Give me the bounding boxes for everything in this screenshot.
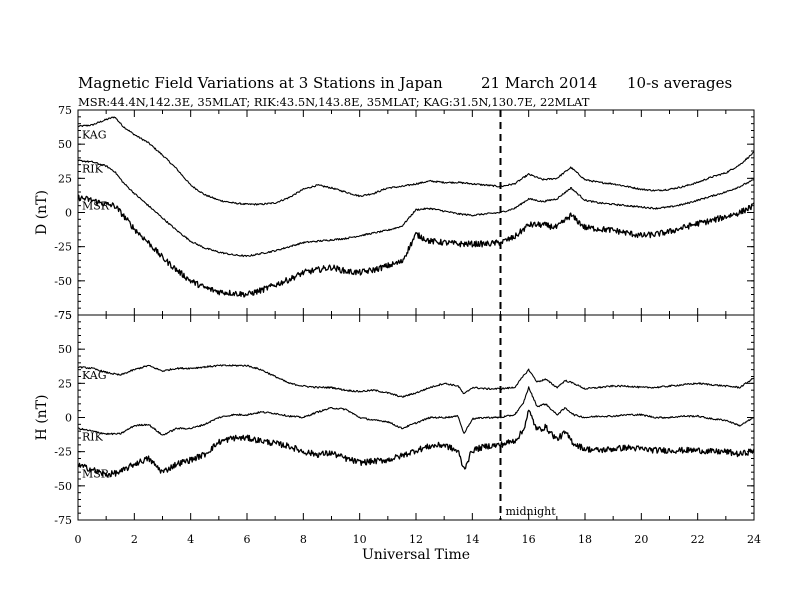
y-tick-label: 0 [65, 207, 72, 220]
x-tick-label: 0 [75, 533, 82, 546]
series-line-kag [77, 364, 755, 398]
y-axis-label-bottom: H (nT) [34, 395, 50, 441]
panel-horizontal: 75 50 25 0 -25 -50 -75 H (nT) KAG RIK MSR [34, 309, 755, 527]
series-line-kag [77, 116, 755, 206]
x-tick-label: 16 [522, 533, 536, 546]
x-tick-label: 14 [465, 533, 479, 546]
y-tick-label: -50 [54, 275, 72, 288]
series-line-msr [77, 194, 755, 298]
x-tick-label: 4 [187, 533, 194, 546]
x-tick-labels: 0 2 4 6 8 10 12 14 16 18 20 22 24 [75, 533, 762, 546]
series-line-rik [77, 386, 755, 436]
averaging-label: 10-s averages [627, 74, 732, 92]
y-tick-label: -25 [54, 446, 72, 459]
series-label-msr: MSR [82, 467, 110, 480]
panel-frame-top [77, 109, 755, 316]
panel-declination: 75 50 25 0 -25 -50 -75 D (nT) KAG RIK MSR [34, 104, 755, 322]
x-tick-label: 20 [634, 533, 648, 546]
series-line-msr [77, 409, 755, 478]
x-tick-label: 22 [691, 533, 705, 546]
x-ticks-top [77, 110, 755, 315]
x-tick-label: 6 [244, 533, 251, 546]
series-label-kag: KAG [82, 369, 107, 382]
y-tick-label: 25 [58, 172, 72, 185]
x-tick-label: 10 [353, 533, 367, 546]
y-tick-label: -75 [54, 514, 72, 527]
x-ticks-bottom [77, 315, 755, 520]
midnight-label: midnight [506, 505, 557, 518]
series-label-rik: RIK [82, 430, 104, 443]
x-tick-label: 2 [131, 533, 138, 546]
y-tick-label: 25 [58, 377, 72, 390]
y-ticks-bottom: 75 50 25 0 -25 -50 -75 [54, 309, 754, 527]
series-line-rik [77, 159, 755, 258]
y-tick-label: 0 [65, 412, 72, 425]
y-tick-label: 50 [58, 343, 72, 356]
y-axis-label-top: D (nT) [34, 190, 50, 235]
x-tick-label: 24 [747, 533, 761, 546]
y-tick-label: 75 [58, 309, 72, 322]
y-tick-label: -75 [54, 309, 72, 322]
y-tick-label: 50 [58, 138, 72, 151]
x-tick-label: 12 [409, 533, 423, 546]
x-axis-label: Universal Time [362, 547, 470, 563]
series-group-bottom: KAG RIK MSR [77, 364, 755, 480]
series-label-msr: MSR [82, 199, 110, 212]
chart-title: Magnetic Field Variations at 3 Stations … [78, 74, 443, 92]
x-tick-label: 18 [578, 533, 592, 546]
series-label-kag: KAG [82, 128, 107, 141]
y-ticks-top: 75 50 25 0 -25 -50 -75 [54, 104, 754, 322]
station-coordinates: MSR:44.4N,142.3E, 35MLAT; RIK:43.5N,143.… [78, 95, 590, 109]
y-tick-label: 75 [58, 104, 72, 117]
series-label-rik: RIK [82, 163, 104, 176]
y-tick-label: -25 [54, 241, 72, 254]
y-tick-label: -50 [54, 480, 72, 493]
x-tick-label: 8 [300, 533, 307, 546]
series-group-top: KAG RIK MSR [77, 116, 755, 298]
chart-date: 21 March 2014 [481, 74, 597, 92]
